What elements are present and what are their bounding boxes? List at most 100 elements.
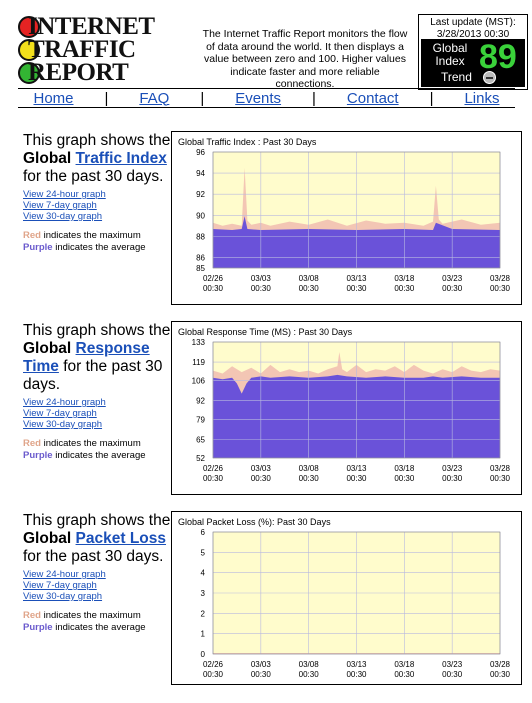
x-tick-label: 03/03 bbox=[251, 274, 272, 283]
main-nav: Home | FAQ | Events | Contact | Links bbox=[18, 89, 515, 107]
y-tick-label: 92 bbox=[196, 397, 205, 406]
lead-bold: Global bbox=[23, 150, 72, 167]
logo-line-3: REPORT bbox=[28, 59, 129, 86]
x-tick-label: 00:30 bbox=[251, 474, 272, 483]
x-tick-label: 03/28 bbox=[490, 660, 511, 669]
x-tick-label: 00:30 bbox=[490, 670, 511, 679]
plot-border bbox=[212, 341, 501, 459]
graph-links: View 24-hour graph View 7-day graph View… bbox=[23, 569, 173, 602]
x-tick-label: 03/23 bbox=[442, 274, 463, 283]
legend-red-word: Red bbox=[23, 610, 41, 621]
x-tick-label: 03/28 bbox=[490, 464, 511, 473]
legend-purple-text: indicates the average bbox=[55, 622, 146, 633]
y-tick-label: 4 bbox=[201, 569, 206, 578]
x-tick-label: 03/13 bbox=[346, 660, 367, 669]
nav-bottom-divider bbox=[18, 107, 515, 108]
y-tick-label: 5 bbox=[201, 548, 206, 557]
nav-faq-link[interactable]: FAQ bbox=[139, 89, 170, 107]
nav-events-link[interactable]: Events bbox=[235, 89, 282, 107]
logo-line-2: TRAFFIC bbox=[28, 36, 136, 63]
y-tick-label: 86 bbox=[196, 253, 205, 262]
view-24-hour-link[interactable]: View 24-hour graph bbox=[23, 397, 106, 408]
logo-line-1: INTERNET bbox=[28, 13, 155, 40]
legend-purple-word: Purple bbox=[23, 450, 53, 461]
lead-prefix: This graph shows the bbox=[23, 132, 171, 149]
y-tick-label: 3 bbox=[201, 589, 206, 598]
response-time-chart: Global Response Time (MS) : Past 30 Days… bbox=[171, 321, 522, 495]
global-index-label: Global Index bbox=[432, 41, 468, 68]
y-tick-label: 96 bbox=[196, 148, 205, 157]
view-7-day-link[interactable]: View 7-day graph bbox=[23, 408, 97, 419]
nav-links-link[interactable]: Links bbox=[464, 89, 500, 107]
y-tick-label: 92 bbox=[196, 190, 205, 199]
y-tick-label: 94 bbox=[196, 169, 205, 178]
view-7-day-link[interactable]: View 7-day graph bbox=[23, 580, 97, 591]
lead-bold: Global bbox=[23, 340, 72, 357]
nav-separator: | bbox=[312, 89, 316, 107]
lead-suffix: for the past 30 days. bbox=[23, 358, 163, 393]
x-tick-label: 00:30 bbox=[346, 284, 367, 293]
x-tick-label: 00:30 bbox=[442, 474, 463, 483]
chart-svg: Global Packet Loss (%): Past 30 Days 0 1 2 3… bbox=[178, 517, 511, 679]
x-tick-label: 00:30 bbox=[394, 284, 415, 293]
x-tick-label: 00:30 bbox=[203, 474, 224, 483]
view-30-day-link[interactable]: View 30-day graph bbox=[23, 591, 103, 602]
legend-red-text: indicates the maximum bbox=[43, 230, 141, 241]
x-tick-label: 03/23 bbox=[442, 660, 463, 669]
lead-prefix: This graph shows the bbox=[23, 322, 171, 339]
chart-title: Global Packet Loss (%): Past 30 Days bbox=[178, 517, 331, 527]
color-legend: Red indicates the maximum Purple indicat… bbox=[23, 230, 173, 254]
x-tick-label: 03/18 bbox=[394, 464, 415, 473]
response-time-link[interactable]: Response Time bbox=[23, 340, 150, 375]
trend-label: Trend bbox=[441, 70, 472, 84]
logo-yellow-light bbox=[18, 39, 40, 61]
response-time-section: This graph shows the Global Response Tim… bbox=[23, 322, 173, 462]
section-lead: This graph shows the Global Traffic Inde… bbox=[23, 132, 173, 186]
section-lead: This graph shows the Global Packet Loss … bbox=[23, 512, 173, 566]
x-tick-label: 03/08 bbox=[299, 274, 320, 283]
y-tick-label: 2 bbox=[201, 609, 206, 618]
x-tick-label: 03/08 bbox=[299, 660, 320, 669]
y-tick-label: 88 bbox=[196, 232, 205, 241]
chart-title: Global Response Time (MS) : Past 30 Days bbox=[178, 327, 353, 337]
x-tick-label: 03/23 bbox=[442, 464, 463, 473]
graph-links: View 24-hour graph View 7-day graph View… bbox=[23, 189, 173, 222]
y-tick-label: 133 bbox=[192, 338, 206, 347]
x-tick-label: 03/08 bbox=[299, 464, 320, 473]
lead-suffix: for the past 30 days. bbox=[23, 168, 164, 185]
x-tick-label: 00:30 bbox=[442, 670, 463, 679]
global-index-panel: Global Index 89 Trend bbox=[421, 38, 525, 87]
view-7-day-link[interactable]: View 7-day graph bbox=[23, 200, 97, 211]
x-tick-label: 00:30 bbox=[251, 670, 272, 679]
view-30-day-link[interactable]: View 30-day graph bbox=[23, 211, 103, 222]
traffic-index-link[interactable]: Traffic Index bbox=[75, 150, 167, 167]
x-tick-label: 03/28 bbox=[490, 274, 511, 283]
last-update-label: Last update (MST): bbox=[430, 17, 516, 28]
y-tick-label: 0 bbox=[201, 650, 206, 659]
view-24-hour-link[interactable]: View 24-hour graph bbox=[23, 189, 106, 200]
logo-green-light bbox=[18, 62, 40, 84]
x-tick-label: 00:30 bbox=[394, 670, 415, 679]
legend-purple-text: indicates the average bbox=[55, 242, 146, 253]
legend-red-text: indicates the maximum bbox=[43, 438, 141, 449]
x-tick-label: 02/26 bbox=[203, 274, 224, 283]
global-index-value: 89 bbox=[479, 38, 517, 76]
y-tick-label: 90 bbox=[196, 211, 205, 220]
plot-border bbox=[212, 531, 501, 655]
nav-contact-link[interactable]: Contact bbox=[346, 89, 399, 107]
status-box: Last update (MST): 3/28/2013 00:30 Globa… bbox=[418, 14, 528, 90]
view-30-day-link[interactable]: View 30-day graph bbox=[23, 419, 103, 430]
plot-border bbox=[212, 151, 501, 269]
chart-title: Global Traffic Index : Past 30 Days bbox=[178, 137, 317, 147]
y-tick-label: 65 bbox=[196, 435, 205, 444]
x-tick-label: 00:30 bbox=[346, 474, 367, 483]
x-tick-label: 00:30 bbox=[251, 284, 272, 293]
view-24-hour-link[interactable]: View 24-hour graph bbox=[23, 569, 106, 580]
packet-loss-link[interactable]: Packet Loss bbox=[75, 530, 167, 547]
y-tick-label: 85 bbox=[196, 264, 205, 273]
nav-home-link[interactable]: Home bbox=[33, 89, 74, 107]
last-update-value: 3/28/2013 00:30 bbox=[436, 29, 510, 40]
color-legend: Red indicates the maximum Purple indicat… bbox=[23, 438, 173, 462]
x-tick-label: 03/03 bbox=[251, 660, 272, 669]
legend-red-word: Red bbox=[23, 230, 41, 241]
